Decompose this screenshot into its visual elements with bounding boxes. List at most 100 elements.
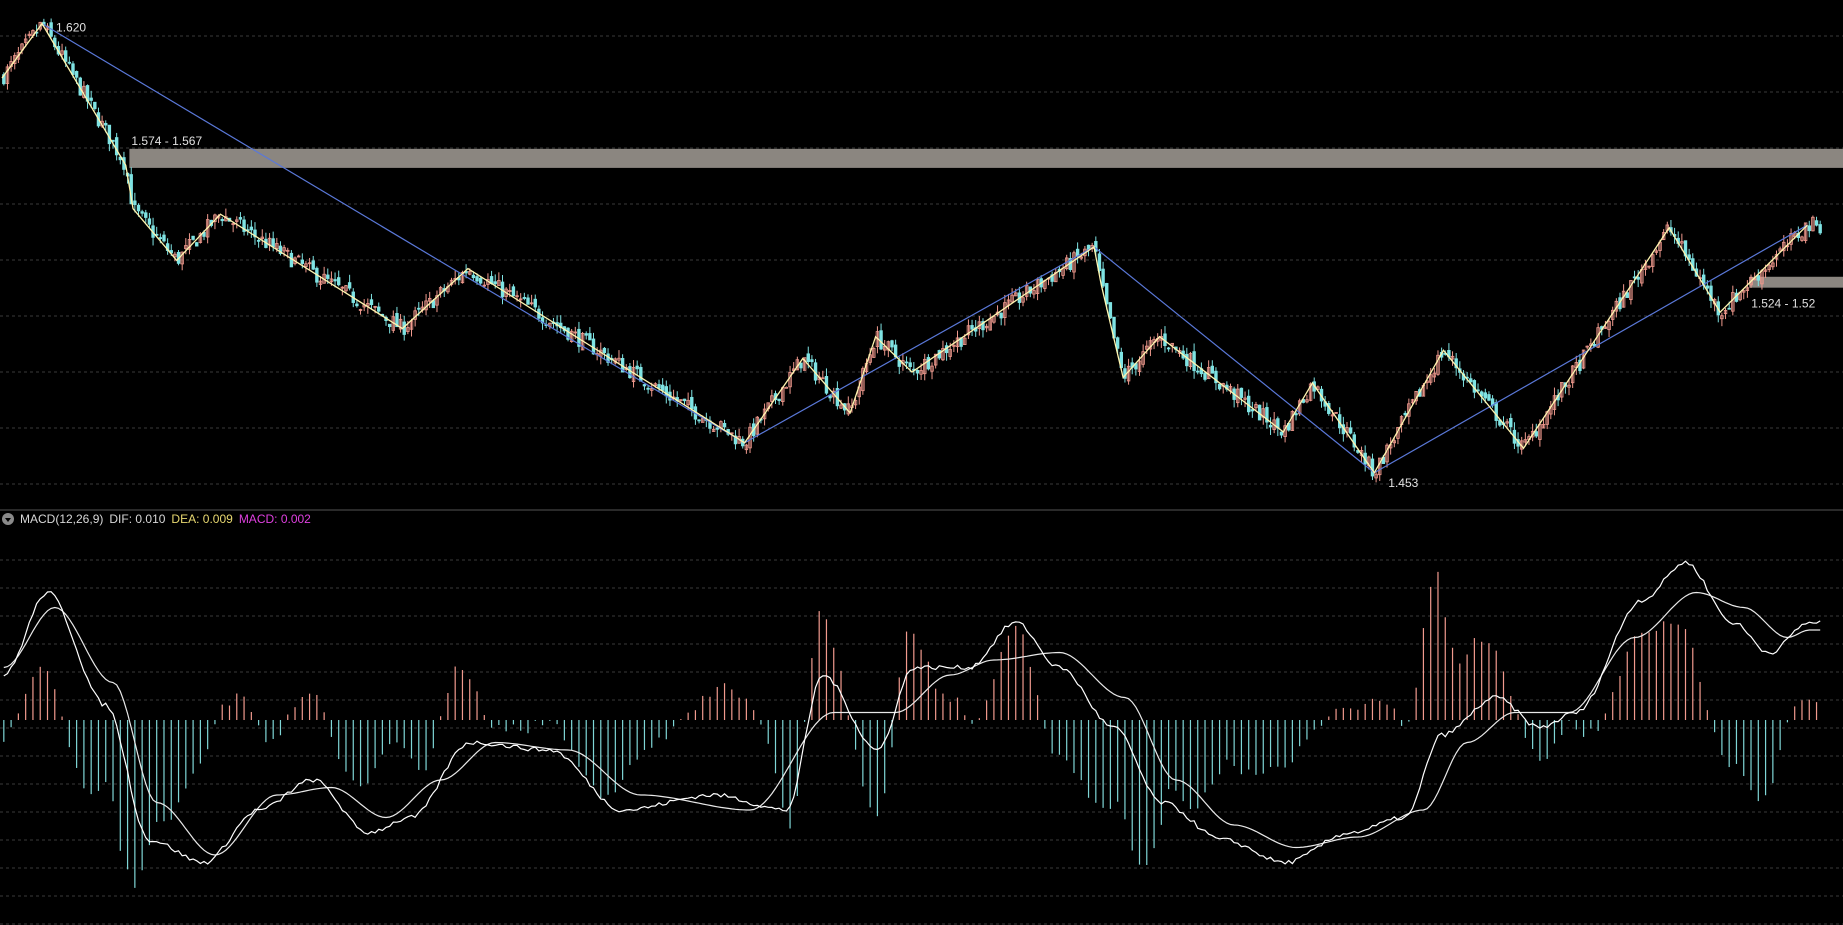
candle-body [1032, 290, 1036, 295]
candle-body [27, 33, 31, 37]
candle-body [646, 387, 650, 390]
candle-body [64, 50, 68, 62]
candle-body [231, 223, 235, 226]
candle-body [1097, 253, 1102, 272]
candle-body [686, 399, 690, 406]
candle-body [1403, 412, 1407, 416]
candle-body [1647, 265, 1651, 268]
macd-legend: MACD(12,26,9) DIF: 0.010 DEA: 0.009 MACD… [2, 511, 311, 527]
candle-body [1789, 233, 1793, 245]
candle-body [904, 361, 909, 364]
candle-body [1101, 268, 1105, 287]
candle-body [1141, 351, 1145, 365]
dif-label: DIF: 0.010 [109, 512, 165, 526]
candle-body [701, 418, 705, 423]
candle-body [38, 21, 42, 30]
zigzag-line [1, 22, 1808, 475]
candle-body [1530, 430, 1535, 438]
candle-body [617, 357, 621, 361]
candle-body [1115, 337, 1120, 349]
candle-body [511, 286, 516, 297]
candle-body [107, 124, 112, 145]
candle-body [1509, 417, 1513, 428]
candle-body [1800, 236, 1804, 241]
candle-body [1294, 413, 1298, 416]
candle-body [278, 245, 283, 255]
candle-body [1705, 285, 1710, 289]
candle-body [1145, 345, 1149, 350]
candle-body [1279, 431, 1284, 436]
candle-body [304, 263, 308, 267]
candle-body [1079, 256, 1083, 259]
candle-body [711, 428, 716, 432]
macd-lines [3, 560, 1821, 865]
candle-body [628, 366, 632, 379]
candle-body [1818, 224, 1822, 234]
candle-body [271, 238, 275, 248]
grid-lines [0, 35, 1843, 925]
candle-body [639, 367, 643, 382]
candle-body [566, 327, 570, 340]
candle-body [952, 344, 956, 347]
candle-body [180, 251, 184, 265]
candle-body [1268, 424, 1273, 428]
candle-body [1570, 365, 1575, 384]
candle-body [1305, 399, 1309, 403]
candle-body [1108, 302, 1113, 319]
macd-value: 0.002 [280, 512, 311, 526]
candle-body [136, 204, 141, 212]
candle-body [802, 357, 807, 371]
dif-line [3, 560, 1821, 865]
price-band-support [1749, 276, 1843, 288]
candle-body [1436, 354, 1440, 375]
candle-body [529, 302, 534, 305]
candle-body [1450, 355, 1455, 360]
candle-body [347, 282, 352, 289]
candle-body [1803, 222, 1808, 241]
candle-body [1370, 458, 1375, 477]
candle-body [93, 101, 97, 109]
candle-body [475, 276, 479, 282]
candle-body [981, 321, 985, 331]
candle-body [1050, 274, 1054, 282]
candle-body [1348, 427, 1353, 434]
macd-label-text: MACD: [238, 512, 278, 526]
candle-body [373, 306, 377, 308]
price-band-resistance [129, 148, 1843, 168]
candle-body [602, 347, 607, 354]
candle-body [923, 358, 927, 375]
candle-body [1767, 264, 1771, 270]
candle-body [839, 404, 843, 409]
candle-body [1203, 372, 1207, 380]
candle-body [482, 284, 486, 287]
candle-body [930, 365, 934, 372]
candle-body [799, 362, 803, 369]
candle-body [697, 419, 701, 422]
candle-body [406, 327, 410, 332]
candle-body [1523, 439, 1528, 443]
candle-body [806, 353, 810, 363]
candle-body [1680, 241, 1684, 244]
candle-body [722, 422, 727, 428]
candle-body [569, 330, 574, 343]
trendline-1 [744, 246, 1095, 444]
candle-body [1505, 421, 1509, 424]
candle-body [948, 349, 952, 357]
candle-body [1720, 315, 1724, 320]
candle-body [919, 370, 923, 375]
candle-body [853, 400, 858, 406]
candle-body [471, 274, 476, 279]
collapse-toggle-icon[interactable] [2, 513, 14, 525]
candle-body [1756, 275, 1760, 281]
candle-body [1432, 372, 1437, 378]
trendline-0 [41, 23, 745, 444]
candle-body [369, 299, 374, 306]
candle-body [1483, 392, 1487, 399]
candle-body [1727, 307, 1731, 310]
candle-body [133, 200, 137, 206]
candle-body [1654, 250, 1659, 253]
support-band-label: 1.524 - 1.52 [1751, 297, 1815, 311]
candle-body [588, 333, 592, 341]
candle-body [540, 317, 545, 324]
